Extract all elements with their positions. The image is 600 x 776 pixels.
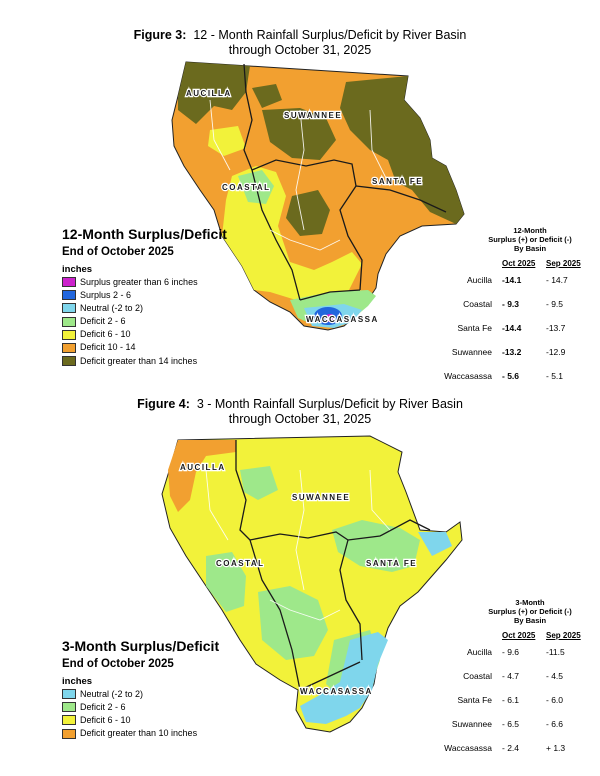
table-row: Suwannee -13.2 -12.9 [451, 347, 566, 357]
figure4-legend: Neutral (-2 to 2) Deficit 2 - 6 Deficit … [62, 688, 197, 741]
figure3-col-sep: Sep 2025 [546, 259, 581, 268]
figure4-legend-subtitle: End of October 2025 [62, 658, 174, 670]
figure4-legend-item: Deficit greater than 10 inches [62, 728, 197, 740]
figure3-legend-item: Deficit 6 - 10 [62, 329, 198, 341]
figure4-col-sep: Sep 2025 [546, 631, 581, 640]
figure3-label-aucilla: AUCILLA [186, 89, 232, 98]
figure4-neutral-south [300, 632, 388, 724]
figure3-table-heading: 12-Month Surplus (+) or Deficit (-) By B… [488, 226, 572, 253]
figure3-legend-item: Deficit greater than 14 inches [62, 355, 198, 367]
figure3-legend-subtitle: End of October 2025 [62, 246, 174, 258]
legend-swatch [62, 356, 76, 367]
figure4-label-aucilla: AUCILLA [180, 463, 226, 472]
legend-swatch [62, 277, 76, 287]
figure4-col-oct: Oct 2025 [502, 631, 536, 640]
figure4-deficit-2-6-north [240, 466, 278, 500]
legend-swatch [62, 728, 76, 739]
figure4-legend-item: Deficit 6 - 10 [62, 714, 197, 726]
table-row: Aucilla - 9.6 -11.5 [466, 647, 565, 657]
legend-swatch [62, 303, 76, 314]
figure3-legend-item: Surplus 2 - 6 [62, 289, 198, 301]
figure4-label-coastal: COASTAL [216, 559, 265, 568]
figure4-label-santa-fe: SANTA FE [366, 559, 417, 568]
figure4-legend-item: Deficit 2 - 6 [62, 701, 197, 713]
figure4-basin-boundaries [235, 440, 431, 691]
figure4-table-heading: 3-Month Surplus (+) or Deficit (-) By Ba… [488, 598, 572, 625]
figure3-title: Figure 3: 12 - Month Rainfall Surplus/De… [0, 28, 600, 58]
legend-swatch [62, 329, 76, 340]
table-row: Aucilla -14.1- 14.7 [466, 275, 568, 285]
figure4-title-text: 3 - Month Rainfall Surplus/Deficit by Ri… [196, 397, 463, 411]
figure3-deficit-14plus-east [340, 76, 464, 224]
figure4-county-lines [205, 469, 391, 621]
figure3-subtitle: through October 31, 2025 [228, 43, 372, 57]
figure3-label-waccasassa: WACCASASSA [306, 315, 379, 324]
table-row: Suwannee - 6.5- 6.6 [451, 719, 564, 729]
figure3-county-lines [209, 99, 391, 251]
figure4-title: Figure 4: 3 - Month Rainfall Surplus/Def… [0, 397, 600, 427]
figure4-deficit-2-6-west [206, 552, 246, 612]
figure4-subtitle: through October 31, 2025 [228, 412, 372, 426]
table-row: Waccasassa - 5.6- 5.1 [444, 371, 564, 381]
figure3-surplus-6plus [325, 314, 335, 322]
figure3-deficit-14plus-west [252, 84, 282, 108]
figure4-basin-table: 3-Month Surplus (+) or Deficit (-) By Ba… [430, 598, 590, 760]
table-row: Coastal - 9.3- 9.5 [463, 299, 564, 309]
legend-swatch [62, 342, 76, 353]
figure3-col-oct: Oct 2025 [502, 259, 536, 268]
figure4-legend-item: Neutral (-2 to 2) [62, 688, 197, 700]
figure3-legend-item: Surplus greater than 6 inches [62, 276, 198, 288]
figure3-table-columns: Oct 2025 Sep 2025 [430, 259, 590, 268]
figure4-deficit-10plus-aucilla [168, 440, 236, 512]
figure4-table-columns: Oct 2025 Sep 2025 [430, 631, 590, 640]
figure3-legend-title: 12-Month Surplus/Deficit [62, 226, 227, 242]
figure4-label-suwannee: SUWANNEE [292, 493, 350, 502]
figure3-legend-units: inches [62, 264, 93, 275]
legend-swatch [62, 689, 76, 699]
figure3-legend-item: Deficit 2 - 6 [62, 316, 198, 328]
figure4-title-prefix: Figure 4: [137, 397, 190, 411]
figure3-deficit-14plus-north [178, 62, 250, 124]
table-row: Santa Fe -14.4 -13.7 [457, 323, 566, 333]
legend-swatch [62, 715, 76, 726]
figure4-deficit-2-6-east [332, 520, 420, 572]
legend-swatch [62, 290, 76, 301]
figure3-legend: Surplus greater than 6 inches Surplus 2 … [62, 276, 198, 368]
figure4-label-waccasassa: WACCASASSA [300, 687, 373, 696]
figure3-deficit-14plus-mid [286, 190, 330, 236]
legend-swatch [62, 702, 76, 713]
figure3-legend-item: Deficit 10 - 14 [62, 342, 198, 354]
legend-swatch [62, 316, 76, 327]
figure4-neutral-east [418, 532, 452, 556]
figure3-basin-boundaries [243, 63, 447, 301]
figure4-legend-title: 3-Month Surplus/Deficit [62, 638, 220, 654]
table-row: Coastal - 4.7- 4.5 [463, 671, 564, 681]
figure3-basin-table: 12-Month Surplus (+) or Deficit (-) By B… [430, 226, 590, 388]
figure3-deficit-6-10-north [208, 126, 246, 156]
table-row: Santa Fe - 6.1- 6.0 [457, 695, 564, 705]
figure3-title-prefix: Figure 3: [133, 28, 187, 42]
figure3-label-coastal: COASTAL [222, 183, 271, 192]
figure3-title-text: 12 - Month Rainfall Surplus/Deficit by R… [193, 28, 467, 42]
figure4-legend-units: inches [62, 676, 93, 687]
figure3-label-suwannee: SUWANNEE [284, 111, 342, 120]
table-row: Waccasassa - 2.4 + 1.3 [444, 743, 566, 753]
figure4-deficit-2-6-central [258, 586, 328, 660]
figure3-deficit-14plus-center [262, 108, 336, 160]
figure3-label-santa-fe: SANTA FE [372, 177, 423, 186]
figure3-legend-item: Neutral (-2 to 2) [62, 302, 198, 314]
